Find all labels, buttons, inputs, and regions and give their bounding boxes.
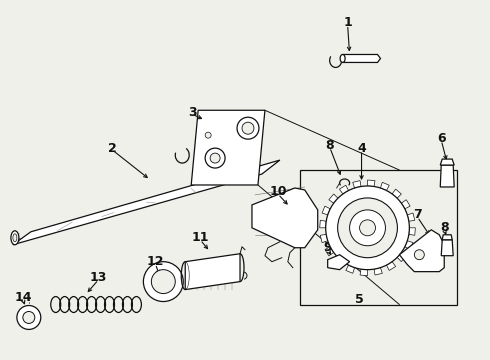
Circle shape — [205, 148, 225, 168]
Polygon shape — [328, 255, 349, 270]
Circle shape — [360, 220, 375, 236]
Circle shape — [415, 250, 424, 260]
Polygon shape — [343, 54, 380, 62]
Polygon shape — [405, 241, 413, 249]
Circle shape — [205, 132, 211, 138]
Text: 10: 10 — [269, 185, 287, 198]
Polygon shape — [368, 180, 375, 186]
Circle shape — [23, 311, 35, 323]
Ellipse shape — [11, 231, 19, 245]
Circle shape — [151, 270, 175, 293]
Polygon shape — [380, 183, 389, 190]
Polygon shape — [340, 185, 348, 194]
Polygon shape — [252, 188, 318, 248]
Circle shape — [144, 262, 183, 302]
Polygon shape — [397, 252, 406, 262]
Circle shape — [17, 306, 41, 329]
Text: 9: 9 — [323, 241, 332, 254]
Polygon shape — [185, 254, 240, 289]
Circle shape — [242, 122, 254, 134]
Polygon shape — [334, 257, 343, 266]
Polygon shape — [329, 194, 338, 203]
Circle shape — [349, 210, 386, 246]
Polygon shape — [360, 269, 368, 276]
Text: 14: 14 — [14, 291, 32, 304]
Text: 5: 5 — [355, 293, 364, 306]
Polygon shape — [13, 160, 280, 245]
Polygon shape — [440, 165, 454, 187]
Polygon shape — [374, 267, 382, 275]
Polygon shape — [440, 159, 454, 165]
Polygon shape — [325, 247, 334, 256]
Ellipse shape — [340, 54, 345, 62]
Polygon shape — [441, 240, 453, 256]
Polygon shape — [191, 110, 265, 185]
Text: 8: 8 — [440, 221, 448, 234]
Text: 6: 6 — [437, 132, 445, 145]
Polygon shape — [407, 213, 415, 221]
Text: 12: 12 — [147, 255, 164, 268]
Polygon shape — [399, 230, 444, 272]
Polygon shape — [322, 206, 330, 215]
Polygon shape — [392, 189, 401, 198]
Circle shape — [326, 186, 409, 270]
Circle shape — [210, 153, 220, 163]
Polygon shape — [346, 265, 355, 273]
Polygon shape — [442, 235, 452, 240]
Text: 2: 2 — [108, 141, 117, 155]
Circle shape — [338, 198, 397, 258]
Text: 4: 4 — [357, 141, 366, 155]
Text: 13: 13 — [90, 271, 107, 284]
Text: 7: 7 — [413, 208, 422, 221]
Polygon shape — [353, 181, 361, 188]
Polygon shape — [387, 262, 395, 270]
Text: 11: 11 — [192, 231, 209, 244]
Polygon shape — [319, 220, 326, 228]
Polygon shape — [320, 234, 328, 243]
Text: 3: 3 — [188, 106, 196, 119]
Circle shape — [237, 117, 259, 139]
Polygon shape — [401, 200, 410, 209]
Text: 1: 1 — [343, 16, 352, 29]
Polygon shape — [409, 228, 416, 235]
Ellipse shape — [13, 234, 17, 242]
Text: 8: 8 — [325, 139, 334, 152]
